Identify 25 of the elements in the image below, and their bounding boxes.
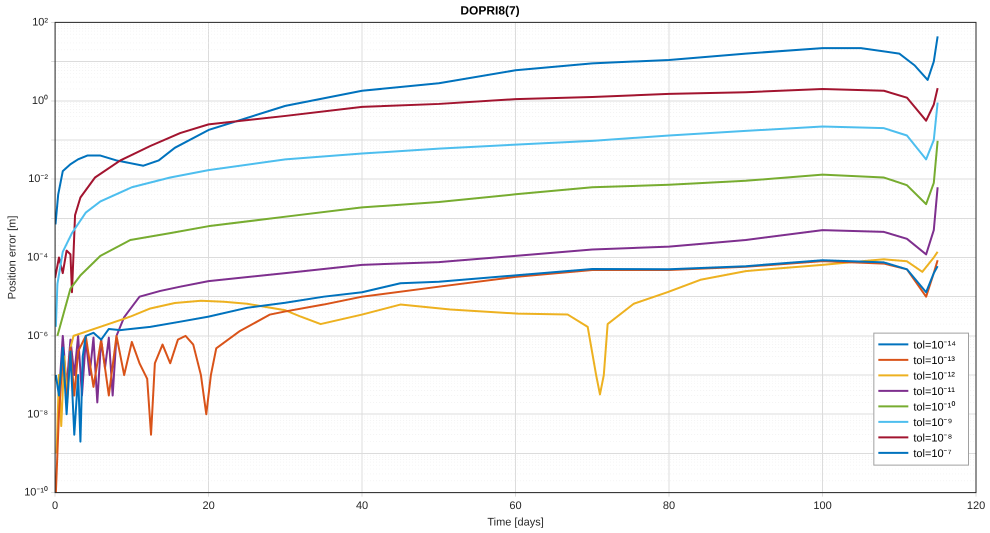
- y-tick-label: 10⁻⁸: [27, 408, 48, 420]
- legend-label: tol=10⁻⁸: [913, 432, 952, 444]
- y-tick-label: 10⁻²: [28, 173, 48, 186]
- y-axis-title: Position error [m]: [6, 216, 19, 300]
- x-tick-label: 20: [202, 500, 215, 512]
- x-tick-label: 0: [52, 500, 58, 512]
- legend-label: tol=10⁻¹²: [913, 370, 956, 382]
- x-tick-label: 100: [813, 500, 832, 512]
- y-tick-label: 10⁻⁴: [27, 252, 48, 264]
- legend-label: tol=10⁻⁹: [913, 416, 952, 429]
- y-tick-label: 10²: [32, 16, 48, 28]
- x-axis-title: Time [days]: [487, 516, 544, 528]
- y-tick-label: 10⁻⁶: [27, 330, 48, 342]
- legend-label: tol=10⁻¹⁰: [913, 400, 956, 414]
- legend-label: tol=10⁻¹¹: [913, 386, 956, 398]
- x-tick-label: 80: [662, 500, 676, 512]
- y-tick-label: 10⁻¹⁰: [24, 486, 48, 499]
- chart-title: DOPRI8(7): [460, 4, 520, 18]
- legend-label: tol=10⁻¹³: [913, 354, 956, 367]
- x-tick-label: 120: [966, 500, 986, 512]
- legend-label: tol=10⁻¹⁴: [913, 339, 956, 352]
- x-tick-label: 40: [356, 500, 368, 512]
- x-tick-label: 60: [509, 500, 522, 512]
- legend-label: tol=10⁻⁷: [913, 448, 952, 460]
- y-tick-label: 10⁰: [32, 94, 48, 107]
